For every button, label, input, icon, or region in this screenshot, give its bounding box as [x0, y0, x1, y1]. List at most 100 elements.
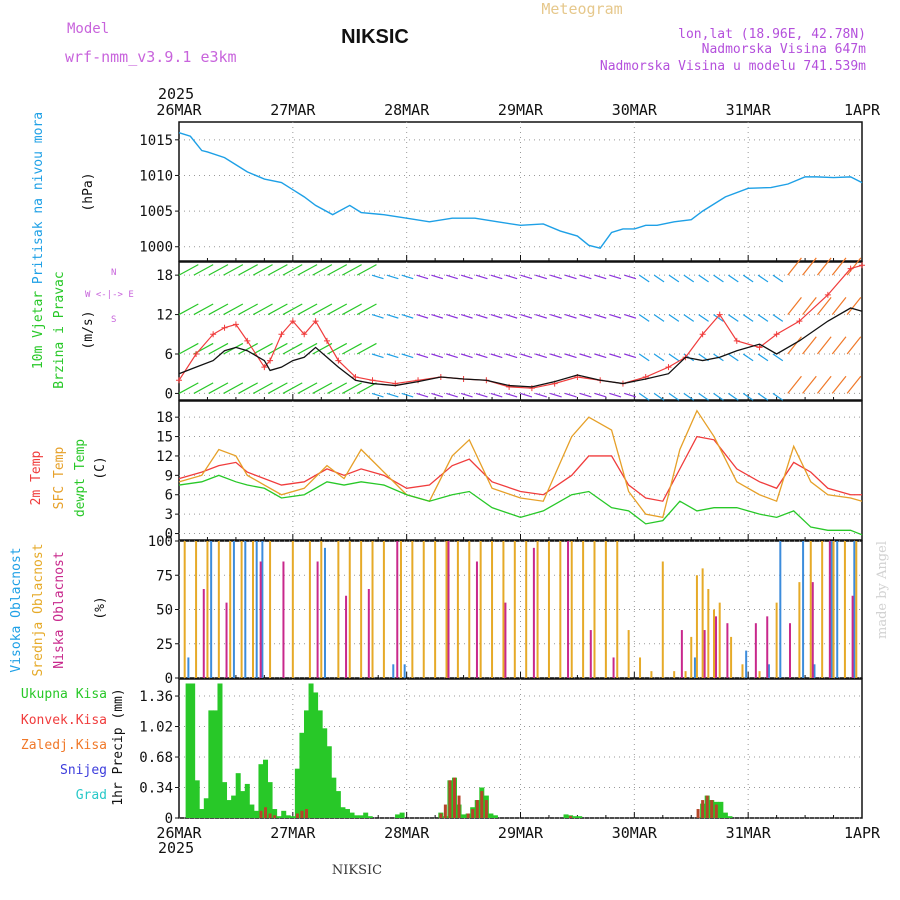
precip-bar-total — [249, 804, 255, 818]
wind-gust-marker — [733, 337, 740, 344]
wind-arrow — [356, 264, 377, 276]
wind-arrow — [831, 336, 847, 355]
precip-bar-total — [340, 807, 346, 818]
wind-arrow — [416, 313, 429, 319]
precip-label-total: Ukupna Kisa — [21, 687, 107, 702]
wind-arrow — [520, 353, 533, 359]
precip-bar-total — [285, 815, 291, 818]
year-bottom: 2025 — [158, 839, 194, 857]
wind-arrow — [312, 382, 333, 394]
wind-arrow — [728, 314, 739, 322]
clouds-ytick-label: 100 — [148, 534, 173, 550]
precip-bar-total — [272, 809, 278, 818]
wind-arrow — [312, 303, 333, 316]
precip-bar-total — [263, 759, 269, 818]
precip-bar-conv — [484, 800, 488, 818]
cloud-label-mid: Srednja Oblacnost — [31, 543, 46, 676]
wind-arrow — [846, 257, 862, 276]
top-date-label: 28MAR — [384, 101, 430, 119]
wind-arrow — [772, 353, 784, 362]
wind-gust-marker — [289, 318, 296, 325]
wind-arrow — [728, 392, 739, 401]
wind-arrow — [178, 342, 199, 355]
wind-arrow — [178, 264, 199, 276]
wind-arrow — [223, 264, 244, 276]
wind-arrow — [609, 274, 622, 280]
precip-bar-conv — [295, 813, 299, 818]
precip-bar-total — [235, 773, 241, 818]
wind-arrow — [653, 353, 665, 362]
precip-bar-conv — [696, 809, 700, 818]
wind-arrow — [252, 382, 273, 394]
temp-sfc-line — [178, 409, 863, 519]
wind-arrow — [475, 313, 488, 319]
wind-arrow — [564, 274, 577, 280]
wind-arrow — [401, 274, 414, 280]
wind-arrow — [594, 313, 607, 319]
wind-arrow — [490, 313, 503, 319]
wind-arrow — [252, 342, 273, 355]
wind-arrow — [728, 274, 739, 283]
temp-unit: (C) — [93, 456, 108, 479]
precip-ytick-label: 1.36 — [139, 689, 173, 705]
wind-arrow — [520, 313, 533, 319]
temperature-ytick-label: 12 — [156, 449, 173, 465]
precip-bar-total — [349, 812, 355, 818]
wind-arrow — [446, 274, 458, 280]
cloud-unit: (%) — [93, 596, 108, 619]
wind-arrow — [297, 264, 318, 276]
wind-gust-marker — [210, 331, 217, 338]
precip-bar-total — [358, 815, 364, 818]
wind-arrow — [683, 314, 695, 322]
pressure-title: Pritisak na nivou mora — [31, 112, 46, 284]
cloud-label-high: Visoka Oblacnost — [9, 547, 24, 672]
precip-label-hail: Grad — [76, 788, 107, 803]
wind-arrow — [668, 353, 680, 362]
wind-title-2: Brzina i Pravac — [52, 271, 67, 388]
wind-arrow — [460, 313, 473, 319]
wind-arrow — [505, 353, 518, 359]
wind-arrow — [475, 274, 488, 280]
wind-arrow — [238, 303, 258, 316]
temperature-ytick-label: 9 — [165, 468, 173, 484]
wind-gust-marker — [847, 265, 854, 272]
precip-bar-total — [563, 814, 569, 818]
wind-arrow — [579, 274, 592, 280]
product-title: Meteogram — [541, 0, 622, 18]
precip-bar-total — [344, 809, 350, 818]
wind-gust-marker — [335, 357, 342, 364]
wind-arrow — [802, 336, 817, 355]
wind-ytick-label: 6 — [165, 347, 173, 363]
wind-arrow — [653, 314, 665, 322]
wind-arrow — [757, 392, 769, 401]
temp-label-sfc: SFC Temp — [52, 447, 67, 510]
wind-arrow — [787, 296, 802, 315]
wind-arrow — [594, 274, 607, 280]
wind-arrow — [342, 303, 362, 316]
wind-arrow — [371, 313, 384, 319]
precip-bar-total — [718, 801, 724, 818]
wind-arrow — [846, 296, 862, 315]
precip-bar-total — [399, 812, 405, 818]
wind-arrow — [178, 303, 199, 316]
wind-arrow — [698, 274, 709, 283]
wind-arrow — [683, 274, 695, 283]
clouds-ytick-label: 25 — [156, 637, 173, 653]
precip-bar-conv — [480, 791, 484, 818]
model-label: Model — [67, 21, 109, 37]
wind-arrow — [282, 303, 303, 316]
wind-arrow — [386, 313, 399, 319]
wind-arrow — [371, 274, 384, 280]
temperature-ytick-label: 3 — [165, 507, 173, 523]
wind-arrow — [193, 303, 214, 316]
wind-arrow — [816, 336, 832, 355]
precip-bar-total — [208, 710, 214, 818]
wind-arrow — [297, 342, 318, 355]
temp-label-dewpt: dewpt Temp — [73, 439, 88, 517]
wind-arrow — [267, 264, 288, 276]
wind-arrow — [550, 353, 562, 359]
wind-arrow — [401, 353, 414, 359]
pressure-ytick-label: 1000 — [139, 240, 173, 256]
precip-bar-total — [326, 746, 332, 818]
wind-arrow — [193, 382, 214, 394]
